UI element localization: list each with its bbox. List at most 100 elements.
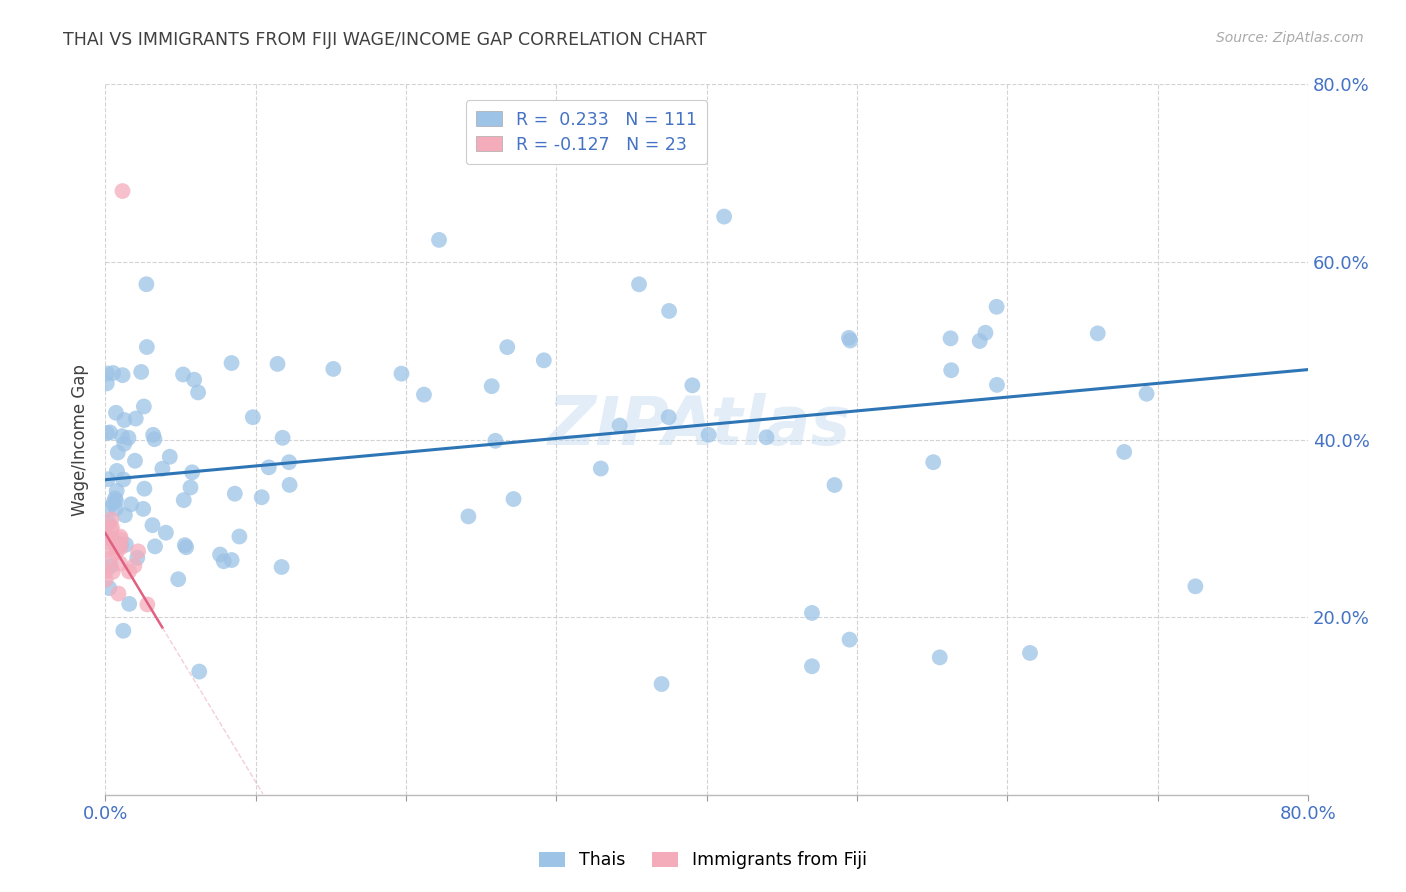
Point (697, 427, 720, 442)
Point (681, 378, 703, 392)
Point (800, 606, 823, 620)
Point (97, 501, 120, 516)
Point (1184, 579, 1206, 593)
Point (181, 466, 204, 480)
Point (941, 363, 963, 377)
Point (105, 483, 128, 498)
Point (322, 362, 344, 376)
Point (496, 340, 519, 354)
Point (112, 437, 135, 451)
Point (627, 277, 650, 292)
Point (117, 431, 139, 445)
Point (118, 597, 141, 611)
Point (939, 331, 962, 345)
Point (651, 677, 673, 691)
Point (172, 368, 194, 382)
Point (481, 379, 503, 393)
Point (98, 551, 121, 566)
Point (658, 304, 681, 318)
Point (104, 501, 127, 516)
Text: THAI VS IMMIGRANTS FROM FIJI WAGE/INCOME GAP CORRELATION CHART: THAI VS IMMIGRANTS FROM FIJI WAGE/INCOME… (63, 31, 707, 49)
Point (104, 493, 127, 508)
Point (94, 530, 117, 544)
Point (824, 478, 846, 492)
Point (94, 565, 117, 579)
Point (132, 400, 155, 414)
Text: Source: ZipAtlas.com: Source: ZipAtlas.com (1216, 31, 1364, 45)
Point (104, 491, 127, 506)
Point (224, 486, 246, 500)
Point (413, 387, 436, 401)
Point (98, 425, 121, 440)
Point (125, 411, 148, 425)
Point (155, 525, 177, 540)
Point (533, 353, 555, 368)
Point (96, 425, 118, 440)
Point (110, 533, 132, 547)
Point (271, 431, 294, 445)
Point (105, 545, 128, 559)
Point (98, 581, 121, 595)
Point (221, 356, 243, 370)
Point (159, 450, 181, 464)
Point (589, 461, 612, 475)
Point (427, 233, 450, 247)
Point (110, 530, 132, 544)
Point (100, 523, 122, 537)
Point (1114, 445, 1136, 459)
Point (242, 410, 264, 425)
Point (713, 210, 735, 224)
Point (228, 529, 250, 543)
Point (266, 357, 288, 371)
Point (105, 464, 128, 478)
Point (103, 496, 125, 510)
Point (134, 482, 156, 496)
Point (143, 540, 166, 554)
Point (173, 538, 195, 552)
Point (838, 331, 860, 345)
Point (97, 516, 120, 530)
Point (112, 473, 135, 487)
Y-axis label: Wage/Income Gap: Wage/Income Gap (72, 364, 89, 516)
Point (142, 427, 165, 442)
Point (484, 434, 506, 448)
Point (108, 557, 131, 571)
Point (124, 558, 146, 573)
Point (127, 550, 149, 565)
Point (101, 565, 124, 579)
Point (94, 573, 117, 587)
Point (107, 445, 129, 459)
Point (922, 455, 945, 469)
Point (391, 367, 413, 381)
Point (141, 518, 163, 533)
Point (270, 560, 292, 574)
Point (221, 553, 243, 567)
Point (986, 377, 1008, 392)
Point (111, 429, 134, 443)
Point (112, 413, 135, 427)
Point (257, 460, 280, 475)
Point (1135, 386, 1157, 401)
Point (1087, 326, 1109, 341)
Point (986, 300, 1008, 314)
Point (120, 497, 142, 511)
Point (800, 659, 823, 673)
Point (183, 373, 205, 387)
Point (209, 548, 232, 562)
Point (107, 586, 129, 600)
Point (609, 418, 631, 433)
Point (115, 538, 138, 552)
Point (174, 541, 197, 555)
Point (96, 376, 118, 391)
Point (101, 366, 124, 380)
Point (839, 334, 862, 348)
Point (111, 368, 134, 383)
Point (928, 650, 950, 665)
Point (100, 559, 122, 574)
Point (278, 455, 301, 469)
Point (135, 340, 157, 354)
Point (105, 537, 128, 551)
Point (969, 334, 991, 348)
Point (98, 531, 121, 545)
Point (167, 572, 190, 586)
